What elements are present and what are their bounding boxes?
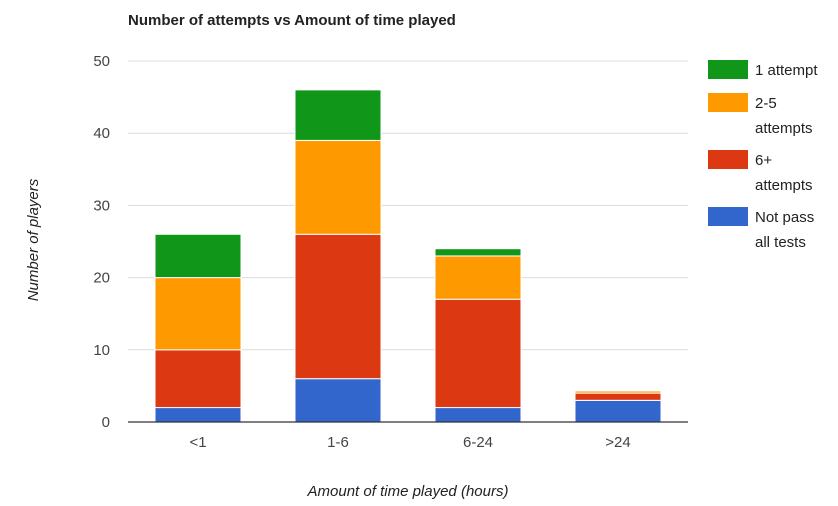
legend-label: 6+ xyxy=(755,152,772,169)
bar-segment xyxy=(434,255,522,300)
bar-segment xyxy=(294,233,382,380)
legend-swatch xyxy=(708,207,748,226)
bars xyxy=(154,89,662,423)
x-tick-label: 6-24 xyxy=(463,434,493,451)
chart-title: Number of attempts vs Amount of time pla… xyxy=(128,12,456,29)
legend-label: all tests xyxy=(755,234,806,251)
x-tick-label: >24 xyxy=(605,434,630,451)
x-tick-label: <1 xyxy=(189,434,206,451)
y-tick-label: 10 xyxy=(93,342,110,359)
x-axis-title: Amount of time played (hours) xyxy=(307,483,509,500)
legend: 1 attempt 2-5 attempts 6+ attempts Not pass al… xyxy=(708,60,818,251)
bar-segment xyxy=(154,407,242,423)
legend-label: attempts xyxy=(755,177,813,194)
bar-segment xyxy=(574,392,662,401)
legend-label: 1 attempt xyxy=(755,62,818,79)
y-tick-label: 20 xyxy=(93,270,110,287)
legend-label: attempts xyxy=(755,120,813,137)
bar-segment xyxy=(154,233,242,279)
y-tick-label: 40 xyxy=(93,125,110,142)
x-axis-ticks: <1 1-6 6-24 >24 xyxy=(189,434,630,451)
y-axis-ticks: 0 10 20 30 40 50 xyxy=(93,53,110,431)
y-tick-label: 30 xyxy=(93,197,110,214)
bar-segment xyxy=(434,298,522,409)
legend-swatch xyxy=(708,93,748,112)
x-tick-label: 1-6 xyxy=(327,434,349,451)
bar-segment xyxy=(294,89,382,141)
legend-swatch xyxy=(708,150,748,169)
y-tick-label: 50 xyxy=(93,53,110,70)
bar-segment xyxy=(154,349,242,409)
bar-segment xyxy=(434,407,522,423)
bar-segment xyxy=(434,248,522,257)
bar-segment xyxy=(294,378,382,423)
y-axis-title: Number of players xyxy=(25,178,42,301)
bar-segment xyxy=(574,399,662,423)
bar-segment xyxy=(294,139,382,235)
legend-label: Not pass xyxy=(755,209,814,226)
y-tick-label: 0 xyxy=(102,414,110,431)
bar-segment xyxy=(154,277,242,351)
legend-swatch xyxy=(708,60,748,79)
legend-label: 2-5 xyxy=(755,95,777,112)
bar-segment xyxy=(574,390,662,394)
